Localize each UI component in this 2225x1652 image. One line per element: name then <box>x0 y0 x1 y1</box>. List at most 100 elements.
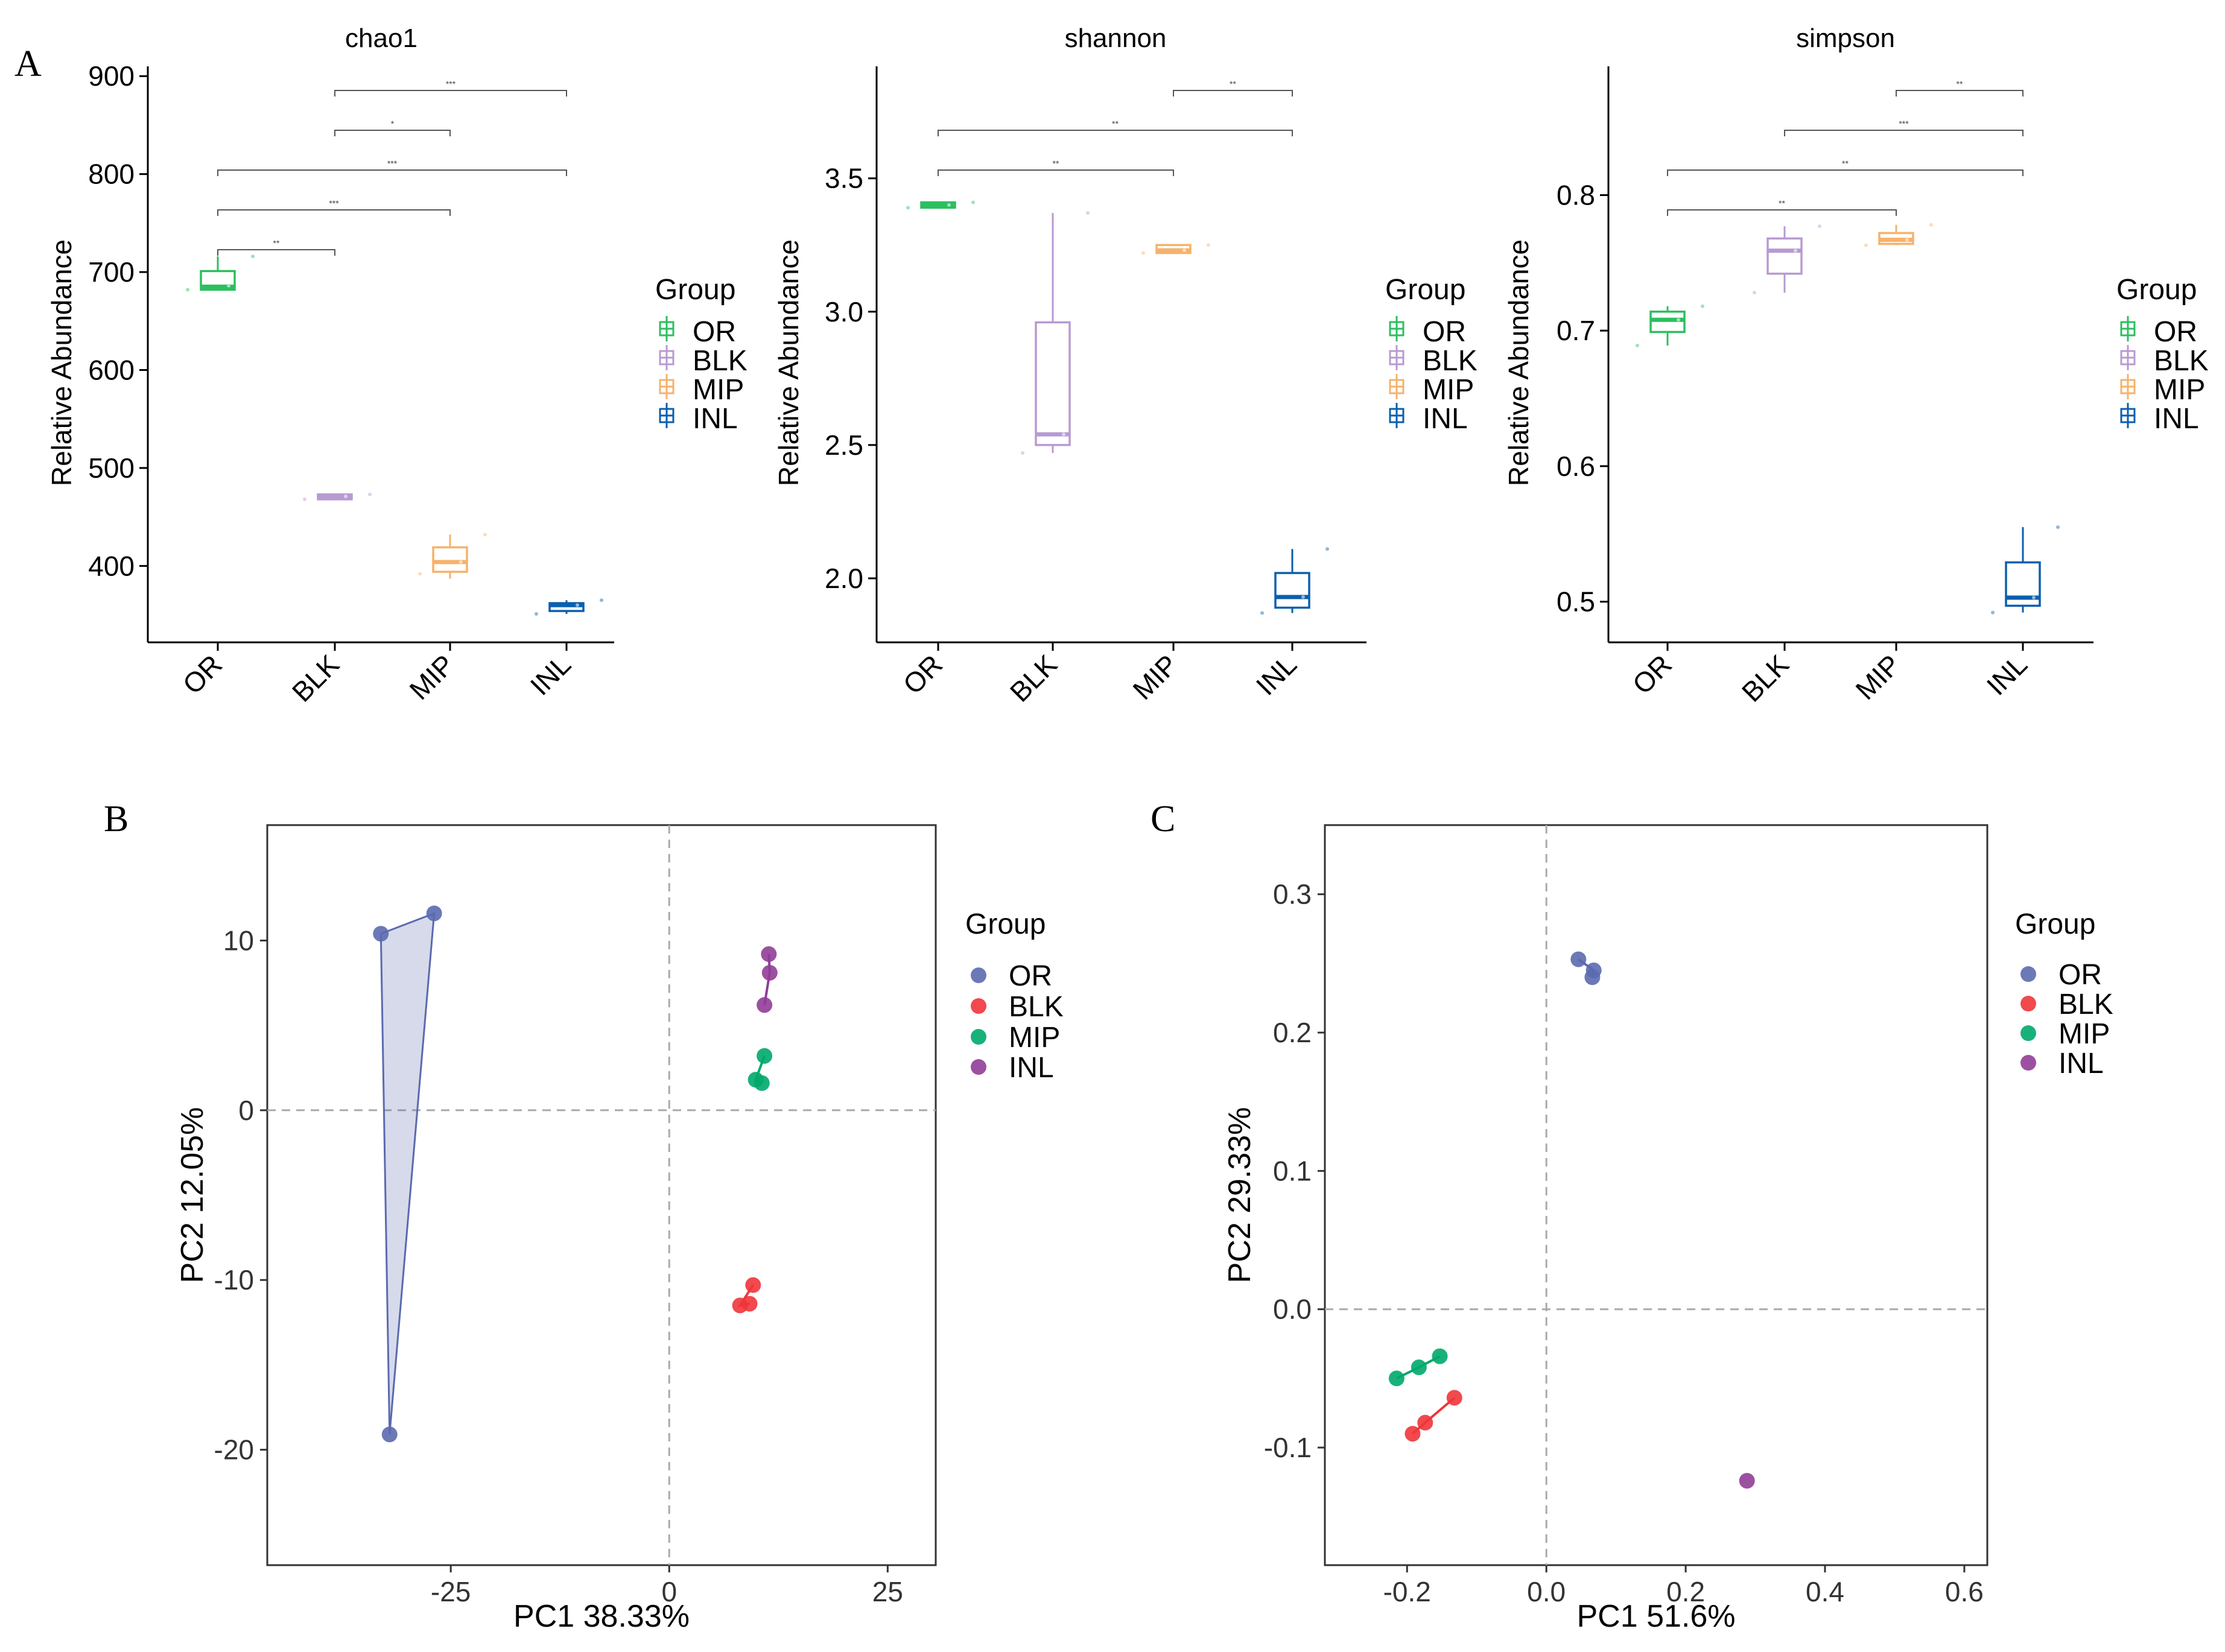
y-tick-label: 700 <box>88 256 135 288</box>
box-MIP <box>1878 224 1914 245</box>
significance-bracket <box>938 130 1293 136</box>
significance-label: ** <box>1957 79 1963 89</box>
significance-label: *** <box>329 198 339 208</box>
legend-key-MIP: MIP <box>1389 374 1474 406</box>
box-MIP <box>432 534 468 579</box>
series-MIP <box>1388 1348 1448 1387</box>
legend-dot-icon <box>971 1029 986 1045</box>
jitter-point <box>368 492 372 496</box>
data-point <box>761 964 778 981</box>
y-axis-label: Relative Abundance <box>1503 239 1534 486</box>
legend-label: INL <box>1009 1052 1054 1084</box>
significance-label: *** <box>1899 119 1909 128</box>
data-point <box>1405 1426 1421 1442</box>
significance-label: ** <box>1779 198 1785 208</box>
jitter-point <box>1021 451 1024 455</box>
legend-dot-icon <box>2020 996 2036 1011</box>
significance-bracket <box>938 169 1174 176</box>
legend-dot-icon <box>971 998 986 1014</box>
group-hull <box>379 912 436 1435</box>
chart-title: simpson <box>1796 24 1895 53</box>
data-point <box>745 1277 761 1293</box>
jitter-point <box>1701 304 1704 308</box>
box-body <box>1274 572 1310 609</box>
box-INL <box>548 600 585 614</box>
legend-key-MIP: MIP <box>2020 1018 2110 1050</box>
x-tick-label: 0.4 <box>1806 1576 1844 1607</box>
plot-frame <box>266 824 937 1566</box>
y-tick-label: 400 <box>88 550 135 581</box>
y-tick-label: 2.0 <box>825 563 863 594</box>
legend-label: OR <box>2058 959 2102 991</box>
jitter-point <box>1182 248 1186 253</box>
box-MIP <box>1155 244 1192 255</box>
legend-label: OR <box>1423 316 1466 348</box>
y-tick-label: -0.1 <box>1264 1432 1312 1463</box>
significance-bracket <box>334 130 451 136</box>
jitter-point <box>1794 248 1797 253</box>
legend-key-OR: OR <box>2120 316 2197 348</box>
y-axis-label: Relative Abundance <box>773 239 804 486</box>
legend-label: INL <box>1423 403 1468 435</box>
data-point <box>1739 1473 1755 1489</box>
jitter-point <box>459 560 463 564</box>
data-point <box>757 1048 773 1064</box>
legend-key-INL: INL <box>659 403 738 435</box>
significance-bracket <box>1173 90 1293 97</box>
y-tick-label: 0.1 <box>1273 1155 1312 1186</box>
series-INL <box>1739 1473 1755 1489</box>
significance-bracket <box>217 169 567 176</box>
data-point <box>373 926 389 942</box>
boxplot-chao1: chao1 400 500 600 700 800 900 Relative Abundanc… <box>46 24 747 708</box>
data-point <box>761 946 777 962</box>
x-tick-label: -25 <box>431 1576 471 1607</box>
legend-label: MIP <box>2058 1018 2110 1050</box>
legend-key-MIP: MIP <box>659 374 744 406</box>
y-tick-label: 10 <box>223 925 254 956</box>
chart-title: shannon <box>1065 24 1167 53</box>
x-tick-label: INL <box>524 648 577 701</box>
data-point <box>1388 1370 1405 1387</box>
data-point <box>1432 1348 1448 1364</box>
legend-key-BLK: BLK <box>1389 345 1478 377</box>
y-tick-label: 800 <box>88 159 135 190</box>
y-tick-label: 600 <box>88 354 135 385</box>
y-tick-label: 0.6 <box>1557 451 1595 482</box>
jitter-point <box>1636 343 1639 347</box>
legend-label: BLK <box>1009 991 1064 1023</box>
legend-label: INL <box>2058 1048 2104 1080</box>
legend-title: Group <box>965 908 1046 940</box>
legend-label: BLK <box>2058 989 2113 1021</box>
jitter-point <box>1141 251 1145 255</box>
jitter-point <box>2056 525 2060 529</box>
data-point <box>1446 1390 1462 1406</box>
jitter-point <box>186 288 189 292</box>
jitter-point <box>1929 223 1933 227</box>
x-tick-label: 0 <box>661 1576 677 1607</box>
series-OR <box>1570 951 1602 986</box>
data-point <box>754 1075 770 1091</box>
y-tick-label: 500 <box>88 452 135 484</box>
significance-label: *** <box>446 79 456 89</box>
jitter-point <box>906 206 910 210</box>
legend-label: OR <box>1009 960 1052 992</box>
x-axis-label: PC1 38.33% <box>513 1599 690 1634</box>
data-point <box>381 1426 398 1443</box>
legend-key-INL: INL <box>2020 1048 2104 1080</box>
y-tick-label: 0.5 <box>1557 586 1595 618</box>
jitter-point <box>303 497 306 501</box>
x-tick-label: -0.2 <box>1383 1576 1431 1607</box>
legend-key-OR: OR <box>2020 959 2102 991</box>
x-tick-label: BLK <box>1004 648 1063 707</box>
plot-frame <box>1324 824 1989 1566</box>
significance-bracket <box>1667 169 2023 176</box>
data-point <box>1411 1359 1427 1376</box>
panel-label-b: B <box>104 799 129 840</box>
jitter-point <box>1753 291 1756 295</box>
significance-label: ** <box>1230 79 1236 89</box>
legend-label: MIP <box>2154 374 2205 406</box>
y-tick-label: 0.7 <box>1557 315 1595 346</box>
box-INL <box>2005 527 2041 613</box>
jitter-point <box>1062 432 1065 437</box>
